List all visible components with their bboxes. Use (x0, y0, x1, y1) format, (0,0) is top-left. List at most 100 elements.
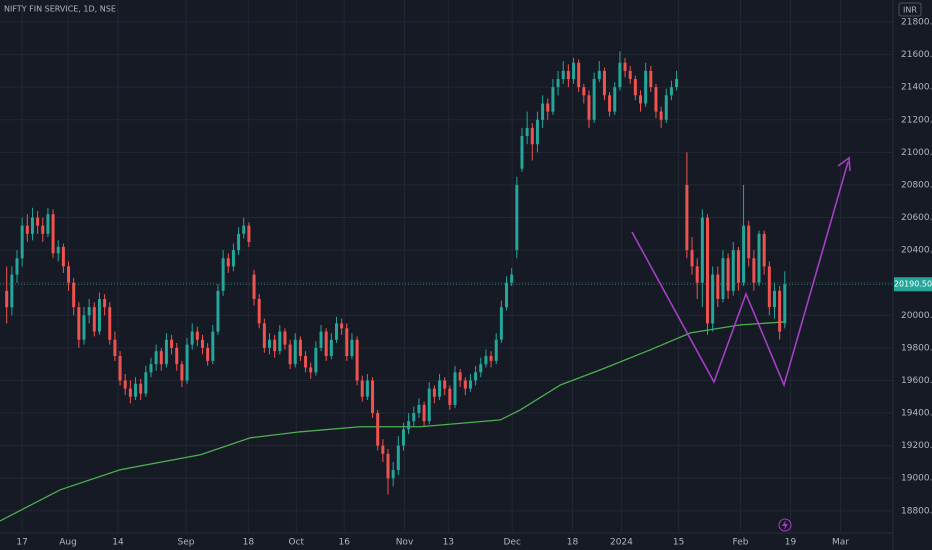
candle-body (242, 225, 246, 234)
marks (0, 51, 893, 522)
candle-body (690, 250, 694, 267)
event-icon[interactable] (778, 518, 792, 532)
candle-body (350, 339, 354, 357)
candle-body (139, 383, 143, 394)
candle-body (438, 380, 442, 397)
x-tick-label: 18 (243, 538, 255, 548)
y-tick-label: 20600.00 (901, 213, 932, 223)
candle-body (46, 214, 50, 234)
candle-body (448, 388, 452, 405)
candle-body (15, 258, 19, 275)
candle-body (613, 87, 617, 112)
candle-body (494, 339, 498, 361)
candle-body (479, 364, 483, 373)
y-tick-label: 20000.00 (901, 311, 932, 321)
candle-body (329, 339, 333, 357)
candle-body (314, 347, 318, 373)
candle-body (453, 372, 457, 405)
x-tick-label: 17 (16, 538, 27, 548)
candle-body (381, 445, 385, 454)
candle-body (262, 323, 266, 348)
candle-body (602, 70, 606, 96)
candle-body (721, 258, 725, 299)
candle-body (309, 367, 313, 373)
candle-body (432, 388, 436, 397)
candle-body (659, 111, 663, 120)
y-tick-label: 21000.00 (901, 148, 932, 158)
candle-body (103, 298, 107, 308)
candle-body (82, 315, 86, 340)
candle-body (489, 356, 493, 361)
candle-body (778, 290, 782, 332)
candle-body (742, 225, 746, 283)
currency-label: INR (903, 6, 917, 15)
candle-body (736, 250, 740, 283)
x-tick-label: 15 (673, 538, 684, 548)
candle-body (334, 323, 338, 340)
candle-body (216, 290, 220, 332)
last-price-label: 20190.50 (894, 280, 932, 289)
candle-body (443, 380, 447, 389)
y-tick-label: 19200.00 (901, 441, 932, 451)
candle-body (288, 344, 292, 365)
candle-body (427, 388, 431, 422)
y-tick-label: 21600.00 (901, 50, 932, 60)
candle-body (644, 70, 648, 104)
currency-box[interactable] (898, 2, 922, 17)
candle-body (572, 62, 576, 80)
candle-body (623, 62, 627, 71)
candle-body (128, 388, 132, 397)
candle-body (77, 307, 81, 340)
candle-body (273, 339, 277, 352)
candle-body (180, 364, 184, 381)
candle-body (705, 217, 709, 324)
candle-body (164, 339, 168, 365)
x-tick-label: Oct (289, 538, 305, 548)
chart-title: NIFTY FIN SERVICE, 1D, NSE (4, 5, 116, 14)
y-tick-label: 21400.00 (901, 83, 932, 93)
y-tick-label: 19800.00 (901, 343, 932, 353)
candle-body (608, 95, 612, 112)
candle-body (72, 282, 76, 308)
candle-body (633, 79, 637, 96)
candle-body (515, 184, 519, 251)
candle-body (422, 404, 426, 422)
candle-body (211, 331, 215, 361)
candle-body (417, 404, 421, 414)
candle-body (247, 225, 251, 242)
candle-body (592, 79, 596, 120)
candle-body (376, 413, 380, 446)
candle-body (190, 331, 194, 345)
candle-body (752, 258, 756, 283)
candle-body (577, 62, 581, 88)
candle-body (108, 307, 112, 340)
candle-body (92, 307, 96, 332)
candle-body (283, 331, 287, 345)
candle-body (412, 413, 416, 422)
candle-body (582, 87, 586, 96)
candle-body (237, 233, 241, 251)
x-tick-label: 16 (338, 538, 350, 548)
candle-body (685, 184, 689, 251)
x-tick-label: Dec (503, 538, 520, 548)
y-tick-label: 19600.00 (901, 376, 932, 386)
candle-body (458, 372, 462, 381)
candle-body (87, 307, 91, 316)
y-tick-label: 18800.00 (901, 506, 932, 516)
candle-body (541, 103, 545, 120)
candle-body (716, 274, 720, 299)
candle-body (175, 347, 179, 365)
candle-body (700, 217, 704, 283)
candle-body (386, 453, 390, 479)
candle-body (67, 266, 71, 283)
candle-body (520, 136, 524, 169)
x-tick-label: 19 (785, 538, 797, 548)
candle-body (267, 339, 271, 348)
candle-body (20, 225, 24, 259)
candle-body (324, 331, 328, 357)
candle-body (252, 274, 256, 299)
event-icon-bolt (782, 520, 788, 530)
candle-body (201, 339, 205, 348)
candle-body (468, 380, 472, 389)
